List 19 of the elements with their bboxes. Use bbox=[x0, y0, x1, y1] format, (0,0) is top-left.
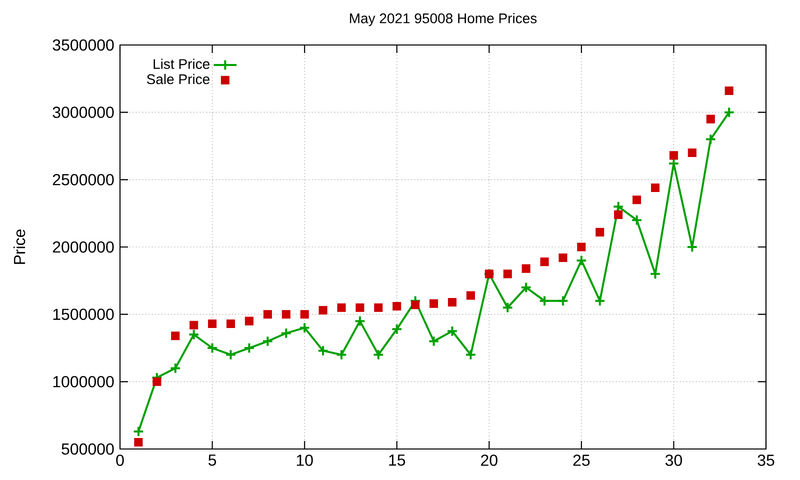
y-tick-label: 3500000 bbox=[52, 39, 114, 51]
x-tick-label: 0 bbox=[116, 454, 124, 466]
y-tick-label: 2000000 bbox=[52, 241, 114, 253]
x-tick-label: 20 bbox=[481, 454, 498, 466]
legend-label: List Price bbox=[154, 58, 210, 69]
y-tick-label: 500000 bbox=[62, 443, 114, 455]
x-tick-label: 30 bbox=[665, 454, 682, 466]
x-tick-label: 5 bbox=[208, 454, 216, 466]
y-tick-label: 1000000 bbox=[53, 376, 114, 388]
y-tick-label: 1500000 bbox=[53, 308, 114, 320]
y-axis-title: Price bbox=[13, 230, 26, 264]
chart-title: May 2021 95008 Home Prices bbox=[350, 13, 537, 26]
y-tick-label: 2500000 bbox=[52, 174, 114, 186]
legend-label: Sale Price bbox=[146, 74, 210, 84]
x-tick-label: 35 bbox=[758, 454, 774, 466]
x-tick-label: 10 bbox=[296, 454, 313, 466]
y-tick-label: 3000000 bbox=[52, 106, 114, 118]
x-tick-label: 15 bbox=[389, 454, 406, 466]
x-tick-label: 25 bbox=[573, 454, 590, 466]
